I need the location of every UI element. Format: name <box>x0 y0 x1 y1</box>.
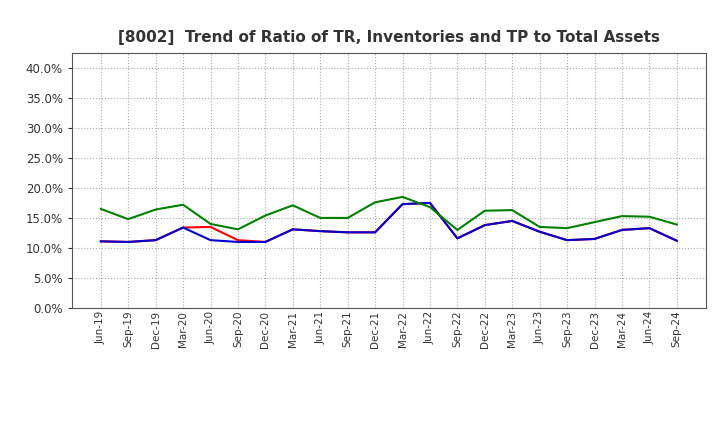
Trade Receivables <box>672 238 681 243</box>
Inventories <box>426 200 434 205</box>
Trade Payables <box>398 194 407 200</box>
Inventories <box>206 238 215 243</box>
Trade Payables <box>289 203 297 208</box>
Inventories <box>151 238 160 243</box>
Trade Receivables <box>618 227 626 233</box>
Trade Payables <box>453 227 462 233</box>
Trade Receivables <box>563 238 572 243</box>
Inventories <box>233 239 242 245</box>
Inventories <box>124 239 132 245</box>
Inventories <box>398 202 407 207</box>
Trade Receivables <box>426 200 434 205</box>
Trade Receivables <box>151 238 160 243</box>
Trade Payables <box>536 224 544 230</box>
Inventories <box>316 228 325 234</box>
Trade Receivables <box>289 227 297 232</box>
Inventories <box>618 227 626 233</box>
Inventories <box>261 239 270 245</box>
Trade Receivables <box>179 225 187 230</box>
Trade Payables <box>151 207 160 212</box>
Inventories <box>508 218 516 224</box>
Trade Payables <box>206 221 215 227</box>
Trade Receivables <box>233 238 242 243</box>
Trade Payables <box>672 222 681 227</box>
Trade Payables <box>645 214 654 220</box>
Trade Receivables <box>261 239 270 245</box>
Trade Payables <box>179 202 187 207</box>
Inventories <box>453 236 462 241</box>
Trade Receivables <box>453 236 462 241</box>
Trade Payables <box>233 227 242 232</box>
Trade Payables <box>618 213 626 219</box>
Title: [8002]  Trend of Ratio of TR, Inventories and TP to Total Assets: [8002] Trend of Ratio of TR, Inventories… <box>118 29 660 45</box>
Trade Payables <box>508 208 516 213</box>
Trade Receivables <box>206 224 215 230</box>
Line: Trade Receivables: Trade Receivables <box>101 203 677 242</box>
Trade Receivables <box>398 202 407 207</box>
Trade Receivables <box>96 239 105 244</box>
Trade Receivables <box>343 230 352 235</box>
Inventories <box>96 239 105 244</box>
Inventories <box>645 225 654 231</box>
Trade Payables <box>590 220 599 225</box>
Trade Payables <box>261 213 270 218</box>
Inventories <box>371 230 379 235</box>
Trade Payables <box>426 205 434 210</box>
Trade Receivables <box>645 225 654 231</box>
Line: Inventories: Inventories <box>101 203 677 242</box>
Trade Receivables <box>480 223 489 228</box>
Trade Payables <box>563 225 572 231</box>
Trade Receivables <box>316 228 325 234</box>
Inventories <box>672 238 681 243</box>
Trade Receivables <box>590 236 599 242</box>
Inventories <box>536 229 544 235</box>
Trade Payables <box>96 206 105 212</box>
Inventories <box>289 227 297 232</box>
Line: Trade Payables: Trade Payables <box>101 197 677 230</box>
Inventories <box>343 230 352 235</box>
Inventories <box>563 238 572 243</box>
Trade Payables <box>124 216 132 222</box>
Trade Receivables <box>371 230 379 235</box>
Inventories <box>480 223 489 228</box>
Trade Payables <box>343 215 352 220</box>
Inventories <box>590 236 599 242</box>
Inventories <box>179 225 187 230</box>
Trade Receivables <box>124 239 132 245</box>
Trade Payables <box>371 200 379 205</box>
Trade Receivables <box>536 229 544 235</box>
Trade Receivables <box>508 218 516 224</box>
Trade Payables <box>316 215 325 220</box>
Trade Payables <box>480 208 489 213</box>
